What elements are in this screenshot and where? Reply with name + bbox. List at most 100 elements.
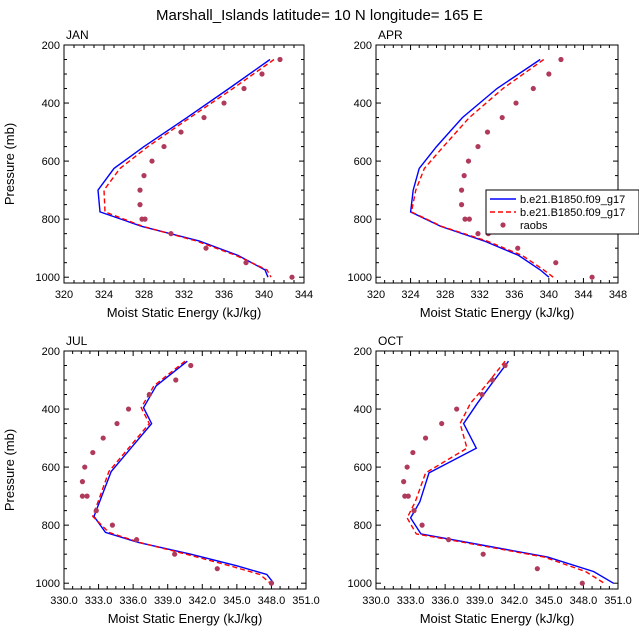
- x-tick-label: 345.0: [223, 595, 251, 607]
- raobs-marker: [479, 391, 485, 398]
- raobs-marker: [79, 479, 86, 485]
- raobs-marker: [458, 187, 465, 193]
- plot-frame: [375, 350, 619, 590]
- y-tick-label: 600: [354, 156, 372, 168]
- raobs-marker: [461, 173, 467, 179]
- x-tick-label: 340: [255, 289, 273, 301]
- raobs-marker: [558, 56, 564, 63]
- y-tick-label: 200: [354, 40, 372, 52]
- x-tick-label: 320: [55, 289, 73, 301]
- raobs-marker: [100, 435, 106, 441]
- y-tick-label: 600: [354, 462, 372, 474]
- y-tick-label: 200: [42, 40, 60, 52]
- y-tick-label: 800: [354, 520, 372, 532]
- x-tick-label: 339.0: [154, 595, 182, 607]
- raobs-marker: [404, 464, 410, 470]
- x-tick-label: 328: [436, 289, 454, 301]
- series-line-dashed: [91, 360, 271, 584]
- x-tick-label: 342.0: [501, 595, 529, 607]
- y-tick-label: 400: [354, 404, 372, 416]
- x-tick-label: 332: [471, 289, 489, 301]
- series-line-solid: [409, 360, 614, 584]
- legend-label: b.e21.B1850.f09_g17: [520, 194, 625, 206]
- x-tick-label: 328: [135, 289, 153, 301]
- y-tick-label: 800: [42, 214, 60, 226]
- x-tick-label: 351.0: [292, 595, 320, 607]
- raobs-marker: [146, 391, 152, 398]
- raobs-marker: [79, 493, 86, 499]
- raobs-marker: [589, 274, 595, 280]
- raobs-marker: [134, 537, 140, 543]
- series-line-solid: [97, 58, 271, 278]
- raobs-marker: [465, 158, 472, 164]
- raobs-marker: [173, 377, 179, 383]
- raobs-marker: [410, 449, 416, 456]
- y-tick-label: 200: [42, 346, 60, 358]
- raobs-marker: [458, 202, 465, 208]
- raobs-marker: [502, 362, 508, 369]
- raobs-marker: [125, 406, 132, 412]
- x-tick-label: 332: [175, 289, 193, 301]
- raobs-marker: [546, 71, 552, 77]
- y-tick-label: 800: [354, 214, 372, 226]
- raobs-marker: [446, 537, 452, 543]
- legend-label: b.e21.B1850.f09_g17: [520, 207, 625, 219]
- raobs-marker: [277, 56, 283, 63]
- y-tick-label: 1000: [36, 272, 60, 284]
- x-tick-label: 333.0: [397, 595, 425, 607]
- raobs-marker: [243, 260, 249, 266]
- y-axis-label: Pressure (mb): [2, 429, 17, 511]
- series-line-dashed: [406, 360, 605, 584]
- raobs-marker: [90, 449, 96, 456]
- raobs-marker: [201, 114, 207, 121]
- legend-label: raobs: [520, 220, 548, 232]
- raobs-marker: [168, 231, 174, 237]
- x-tick-label: 324: [401, 289, 419, 301]
- y-tick-label: 1000: [348, 578, 372, 590]
- x-tick-label: 336.0: [119, 595, 147, 607]
- panel-label: JUL: [66, 334, 88, 348]
- x-axis-label: Moist Static Energy (kJ/kg): [108, 611, 263, 626]
- series-line-dashed: [103, 58, 275, 278]
- x-tick-label: 342.0: [189, 595, 217, 607]
- series-line-solid: [409, 58, 550, 278]
- x-tick-label: 340: [540, 289, 558, 301]
- y-tick-label: 400: [42, 404, 60, 416]
- raobs-marker: [534, 566, 540, 572]
- x-tick-label: 336: [505, 289, 523, 301]
- x-tick-label: 348.0: [258, 595, 286, 607]
- x-tick-label: 336.0: [431, 595, 459, 607]
- y-axis-label: Pressure (mb): [2, 123, 17, 205]
- x-axis-label: Moist Static Energy (kJ/kg): [420, 305, 575, 320]
- plot-frame: [375, 44, 619, 284]
- raobs-marker: [178, 129, 184, 135]
- x-tick-label: 345.0: [535, 595, 563, 607]
- y-tick-label: 600: [42, 156, 60, 168]
- raobs-marker: [579, 580, 585, 586]
- raobs-marker: [93, 508, 99, 514]
- y-tick-label: 800: [42, 520, 60, 532]
- raobs-marker: [84, 493, 90, 499]
- y-tick-label: 1000: [348, 272, 372, 284]
- raobs-marker: [259, 71, 265, 77]
- raobs-marker: [405, 493, 411, 499]
- raobs-marker: [462, 216, 468, 222]
- y-tick-label: 400: [354, 98, 372, 110]
- raobs-marker: [419, 522, 425, 528]
- x-tick-label: 333.0: [85, 595, 113, 607]
- panel-label: APR: [378, 28, 403, 42]
- raobs-marker: [475, 143, 481, 150]
- y-tick-label: 600: [42, 462, 60, 474]
- panel-label: OCT: [378, 334, 404, 348]
- raobs-marker: [82, 464, 88, 470]
- raobs-marker: [221, 100, 227, 106]
- raobs-marker: [484, 129, 491, 135]
- x-tick-label: 348: [609, 289, 627, 301]
- series-line-solid: [93, 360, 275, 584]
- raobs-marker: [454, 406, 460, 412]
- raobs-marker: [401, 479, 407, 485]
- raobs-marker: [114, 420, 120, 427]
- raobs-marker: [513, 100, 519, 106]
- raobs-marker: [466, 216, 472, 222]
